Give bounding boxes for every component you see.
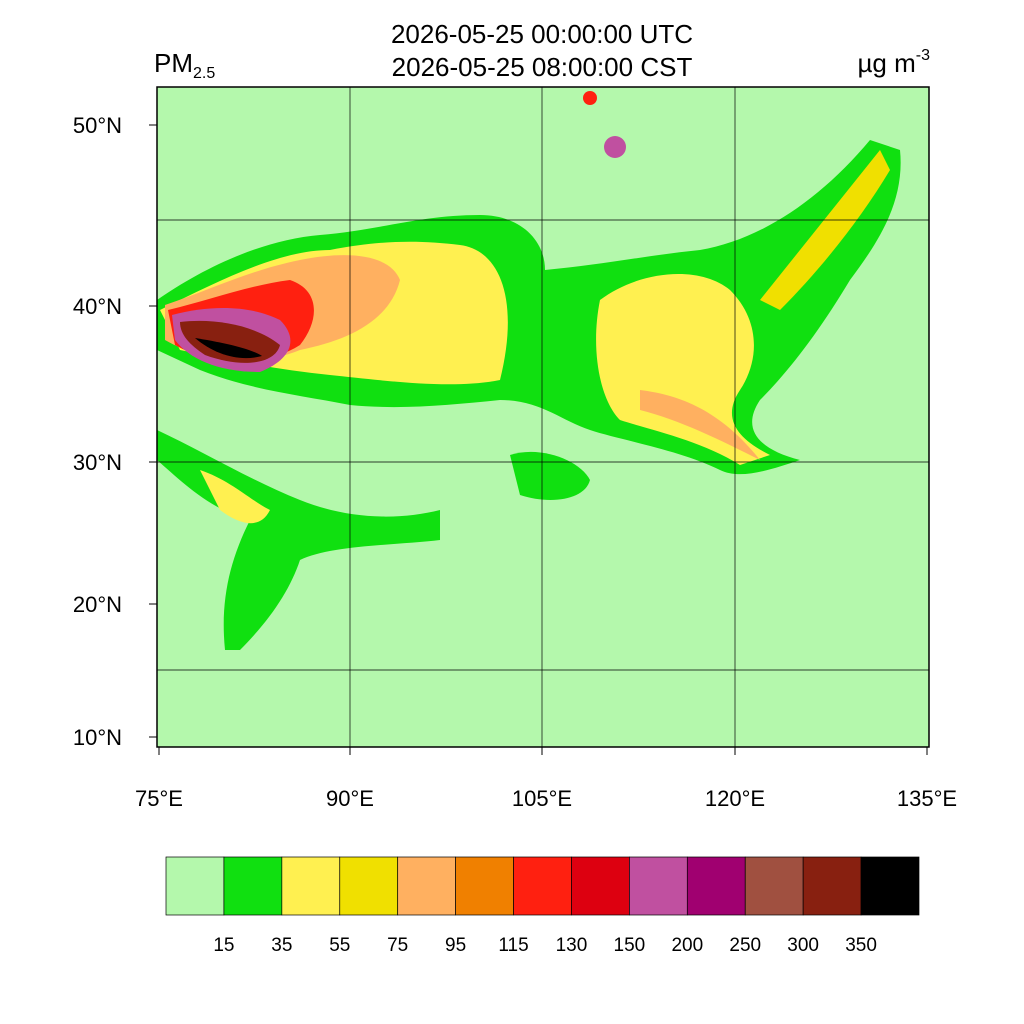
title-utc: 2026-05-25 00:00:00 UTC — [391, 19, 693, 49]
colorbar-box — [281, 856, 341, 916]
variable: PM — [154, 48, 193, 78]
contour-55 — [596, 273, 770, 465]
colorbar-box — [513, 856, 572, 916]
colorbar-label: 350 — [845, 935, 877, 956]
variable-sub: 2.5 — [193, 65, 215, 82]
map — [156, 86, 930, 748]
contour-35 — [510, 451, 590, 500]
lat-label: 40°N — [73, 294, 122, 319]
colorbar-label: 95 — [445, 935, 466, 956]
colorbar-box — [165, 856, 225, 916]
contour-75 — [760, 150, 890, 310]
colorbar-box — [629, 856, 688, 916]
lon-label: 75°E — [135, 786, 183, 811]
colorbar-label: 35 — [271, 935, 292, 956]
colorbar-box — [397, 856, 456, 916]
map-background — [157, 87, 929, 747]
colorbar-box — [339, 856, 399, 916]
colorbar-box — [686, 856, 746, 916]
title-cst: 2026-05-25 08:00:00 CST — [392, 52, 693, 82]
colorbar-label: 75 — [387, 935, 408, 956]
colorbar-label: 300 — [787, 935, 819, 956]
contour-hotspot — [583, 91, 597, 105]
lon-label: 105°E — [512, 786, 572, 811]
colorbar: 15 35 55 75 95 115 130 150 200 250 300 350 — [165, 856, 920, 956]
colorbar-box — [455, 856, 514, 916]
lat-label: 30°N — [73, 450, 122, 475]
lat-label: 50°N — [73, 113, 122, 138]
axes: 50°N 40°N 30°N 20°N 10°N 75°E 90°E 105°E 120°E 13… — [73, 113, 957, 811]
units-label: µg m-3 — [857, 47, 930, 78]
colorbar-label: 250 — [729, 935, 761, 956]
colorbar-box — [860, 856, 920, 916]
colorbar-box — [744, 856, 804, 916]
lat-label: 20°N — [73, 592, 122, 617]
contour-max — [195, 338, 262, 359]
colorbar-label: 15 — [213, 935, 234, 956]
lon-label: 90°E — [326, 786, 374, 811]
contour-55 — [200, 470, 270, 524]
variable-label: PM2.5 — [154, 48, 215, 82]
lat-label: 10°N — [73, 725, 122, 750]
lon-label: 135°E — [897, 786, 957, 811]
colorbar-label: 55 — [329, 935, 350, 956]
colorbar-box — [223, 856, 283, 916]
contours — [157, 87, 929, 747]
colorbar-box — [571, 856, 630, 916]
colorbar-label: 150 — [614, 935, 646, 956]
units-sup: -3 — [916, 47, 930, 64]
map-frame — [156, 86, 930, 748]
colorbar-label: 115 — [498, 935, 528, 956]
contour-95 — [640, 390, 760, 460]
colorbar-label: 200 — [671, 935, 703, 956]
units: µg m — [857, 48, 915, 78]
colorbar-label: 130 — [556, 935, 588, 956]
contour-hotspot — [604, 136, 626, 158]
colorbar-box — [802, 856, 862, 916]
lon-label: 120°E — [705, 786, 765, 811]
